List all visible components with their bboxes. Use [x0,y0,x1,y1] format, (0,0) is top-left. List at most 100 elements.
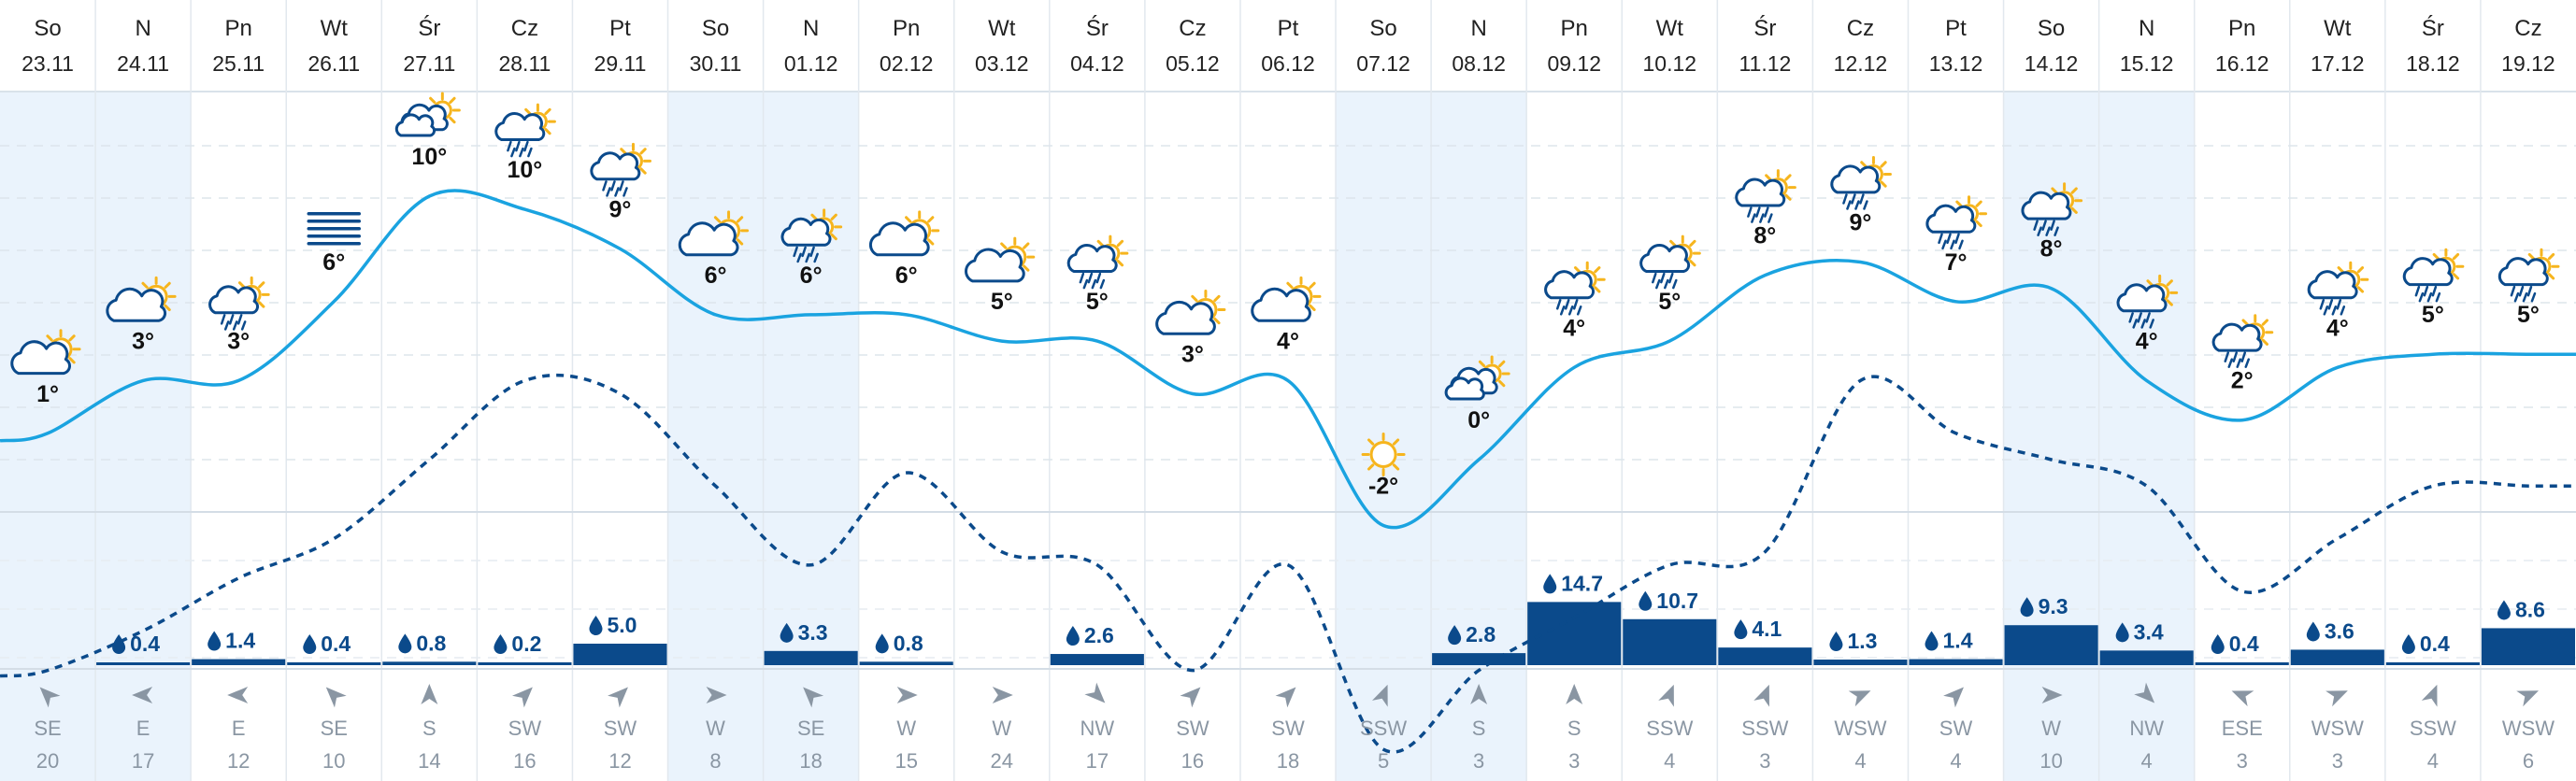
temperature-label: 7° [1945,249,1968,276]
precip-value: 0.4 [321,632,351,656]
wind-arrow-shape [992,687,1013,703]
sun-ray [1784,174,1792,181]
precip-label-group: 0.8 [398,631,447,655]
wind-arrow-shape [2231,690,2254,707]
temperature-label: 4° [2136,328,2158,354]
rain-streak [1854,200,1860,210]
cloud-shape [678,221,739,257]
precip-bar [1813,660,1908,665]
cloud-shape [1830,164,1882,194]
droplet-icon [1066,626,1080,646]
droplet-icon [780,622,794,643]
sun-ray [1309,281,1316,290]
wind-direction: E [136,717,150,740]
precip-bar [1050,654,1144,665]
wind-direction: S [422,717,436,740]
wind-arrow-icon [132,687,153,703]
rain-streak [614,187,620,197]
day-name: Śr [418,15,440,41]
precip-bar [2195,662,2289,665]
wind-direction: W [2041,717,2061,740]
precip-value: 4.1 [1752,617,1782,641]
precip-label-group: 3.6 [2306,618,2354,643]
wind-arrow-shape [1943,687,1965,708]
sun-ray [1784,193,1792,201]
wind-direction: SW [1939,717,1973,740]
wind-direction: E [232,717,246,740]
wind-arrow-shape [1371,684,1388,707]
wind-speed: 14 [418,749,440,773]
wind-direction: W [992,717,1011,740]
cloud-rain-sun-icon [2021,182,2083,236]
day-name: Pn [225,16,252,41]
rain-streak [2423,285,2429,297]
wind-arrow-shape [1753,684,1769,707]
rain-streak [2522,291,2528,303]
precip-value: 10.7 [1656,589,1698,613]
wind-speed: 20 [36,749,59,773]
rain-streak [1576,305,1582,316]
precip-bar [1527,602,1622,665]
rain-streak [1851,193,1856,205]
sun-ray [713,216,722,223]
sun-ray [2356,286,2365,293]
wind-speed: 3 [1473,749,1484,773]
sun-ray [237,281,246,289]
sun-ray [1669,239,1677,248]
sun-ray [449,116,456,124]
day-name: So [702,16,729,41]
rain-streak [1572,299,1579,310]
sun-ray [1689,239,1696,248]
cloud-shape [2021,191,2072,220]
rain-streak [2513,291,2520,303]
cloud-shape [2116,283,2168,313]
precip-label-group: 0.4 [2211,632,2259,656]
precip-bar [2099,650,2194,665]
precip-bar [2290,649,2384,665]
wind-speed: 6 [2523,749,2534,773]
rain-streak [1759,213,1765,223]
sun-ray [1096,239,1104,248]
temperature-label: 4° [1563,315,1585,341]
precip-bar [764,650,858,665]
droplet-icon [2401,634,2415,655]
rain-streak [2140,319,2146,329]
day-date: 17.12 [2311,51,2365,76]
day-name: Pn [1561,16,1588,41]
temperature-label: 5° [1658,289,1681,315]
temperature-label: 10° [508,157,543,183]
rain-streak [1555,299,1562,310]
cloud-shape [1251,287,1311,322]
cloud-shape [1155,300,1216,335]
rain-streak [805,252,810,263]
wind-arrow-icon [992,687,1013,703]
sun-ray [429,96,436,105]
droplet-icon [1734,619,1748,640]
sun-ray [1975,200,1982,207]
sun-ray [2146,279,2154,287]
rain-streak [527,147,533,158]
cloud-shape [1925,204,1977,234]
precip-value: 1.3 [1847,629,1877,653]
rain-streak [2530,291,2537,303]
precip-value: 1.4 [1943,629,1973,653]
precip-bar [382,661,477,665]
wind-speed: 4 [1950,749,1961,773]
min-temperature-line [0,373,2576,754]
precipitation-bars: 0.4 1.4 0.4 0.8 0.2 5.0 3.3 0.8 2.6 2.8 14.7 10.7 4.… [96,571,2575,665]
day-name: Pt [1945,16,1967,41]
rain-streak [2236,358,2241,368]
wind-arrow-icon [608,687,628,708]
precip-label-group: 0.8 [875,631,923,655]
sun-ray [927,238,935,246]
day-date: 09.12 [1547,51,1601,76]
wind-speed: 16 [513,749,536,773]
wind-arrow-icon [325,687,347,708]
temperature-label: 2° [2231,368,2254,394]
day-date: 28.11 [498,51,551,76]
wind-speed: 3 [1759,749,1770,773]
cloud-shape [1735,178,1786,207]
cloud-rain-sun-icon [1925,195,1988,250]
precip-value: 0.2 [511,632,541,656]
